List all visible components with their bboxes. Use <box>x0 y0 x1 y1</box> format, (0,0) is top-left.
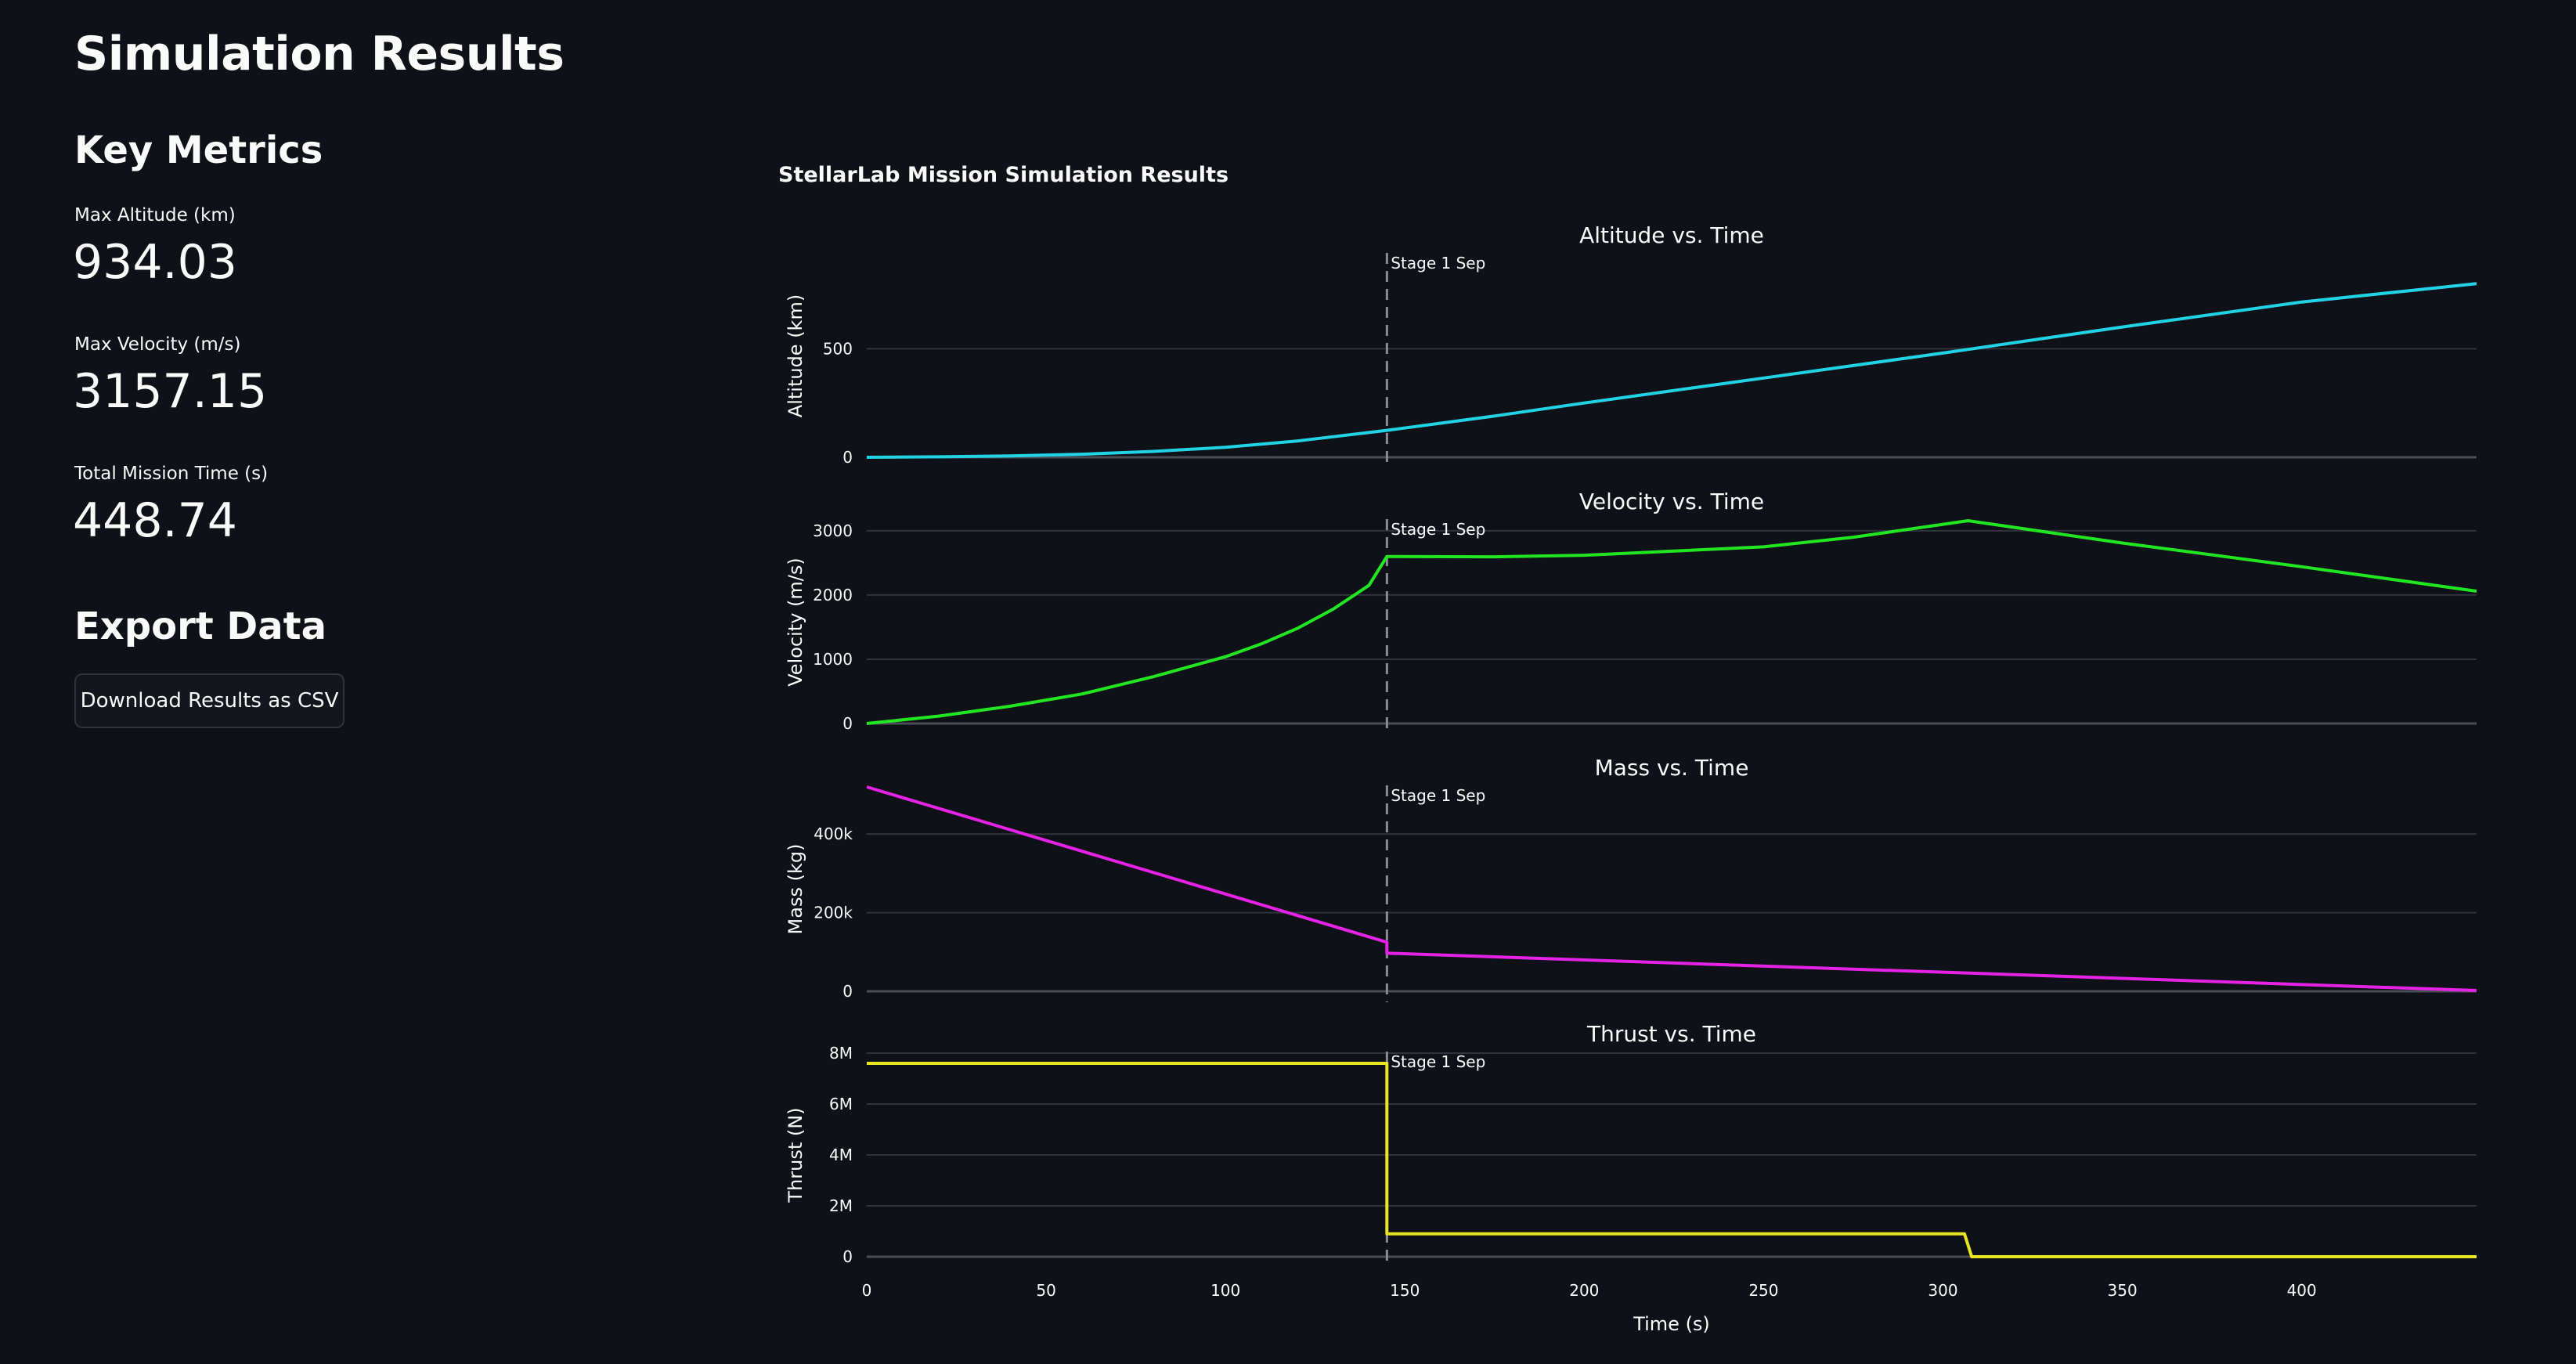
thrust-y-tick-label: 0 <box>842 1247 853 1266</box>
x-tick-label: 150 <box>1390 1281 1420 1300</box>
x-tick-label: 100 <box>1210 1281 1240 1300</box>
mass-subplot-title: Mass vs. Time <box>1595 755 1749 781</box>
altitude-y-axis-label: Altitude (km) <box>785 294 806 417</box>
velocity-y-tick-label: 2000 <box>813 586 853 604</box>
thrust-y-tick-label: 2M <box>829 1196 853 1215</box>
velocity-y-tick-label: 1000 <box>813 650 853 669</box>
chart-title: StellarLab Mission Simulation Results <box>778 163 1228 187</box>
mass-series-line <box>866 785 2477 992</box>
altitude-y-tick-label: 500 <box>823 339 853 358</box>
x-tick-label: 300 <box>1928 1281 1957 1300</box>
metric-label-total-mission-time: Total Mission Time (s) <box>74 464 269 484</box>
altitude-series-line <box>866 282 2477 459</box>
metric-label-max-altitude: Max Altitude (km) <box>74 205 236 226</box>
x-axis-label: Time (s) <box>1633 1313 1710 1335</box>
x-tick-label: 350 <box>2108 1281 2138 1300</box>
mass-y-tick-label: 200k <box>814 904 853 922</box>
export-data-heading: Export Data <box>74 604 327 648</box>
thrust-y-tick-label: 6M <box>829 1095 853 1113</box>
x-tick-label: 250 <box>1748 1281 1778 1300</box>
velocity-y-tick-label: 0 <box>842 714 853 733</box>
altitude-stage-sep-label: Stage 1 Sep <box>1391 254 1485 272</box>
altitude-y-tick-label: 0 <box>842 448 853 467</box>
mass-y-tick-label: 0 <box>842 982 853 1001</box>
x-tick-label: 0 <box>862 1281 872 1300</box>
mass-y-tick-label: 400k <box>814 825 853 843</box>
page-title: Simulation Results <box>74 27 565 81</box>
download-csv-button[interactable]: Download Results as CSV <box>74 673 345 728</box>
thrust-stage-sep-label: Stage 1 Sep <box>1391 1052 1485 1071</box>
velocity-y-tick-label: 3000 <box>813 521 853 540</box>
mass-stage-sep-label: Stage 1 Sep <box>1391 786 1485 805</box>
metric-label-max-velocity: Max Velocity (m/s) <box>74 334 241 355</box>
velocity-series-line <box>866 519 2477 725</box>
thrust-y-axis-label: Thrust (N) <box>785 1107 806 1203</box>
altitude-subplot-title: Altitude vs. Time <box>1579 222 1764 248</box>
metric-value-max-altitude: 934.03 <box>73 235 237 290</box>
thrust-y-tick-label: 8M <box>829 1044 853 1063</box>
key-metrics-heading: Key Metrics <box>74 128 323 172</box>
metric-value-max-velocity: 3157.15 <box>73 364 268 419</box>
metric-value-total-mission-time: 448.74 <box>73 493 237 548</box>
thrust-series-line <box>867 1062 2477 1258</box>
velocity-y-axis-label: Velocity (m/s) <box>785 558 806 686</box>
x-tick-label: 200 <box>1569 1281 1599 1300</box>
x-tick-label: 50 <box>1036 1281 1055 1300</box>
thrust-subplot-title: Thrust vs. Time <box>1586 1021 1756 1047</box>
velocity-stage-sep-label: Stage 1 Sep <box>1391 520 1485 539</box>
velocity-subplot-title: Velocity vs. Time <box>1579 489 1764 514</box>
thrust-y-tick-label: 4M <box>829 1146 853 1164</box>
mass-y-axis-label: Mass (kg) <box>785 844 806 935</box>
x-tick-label: 400 <box>2287 1281 2317 1300</box>
